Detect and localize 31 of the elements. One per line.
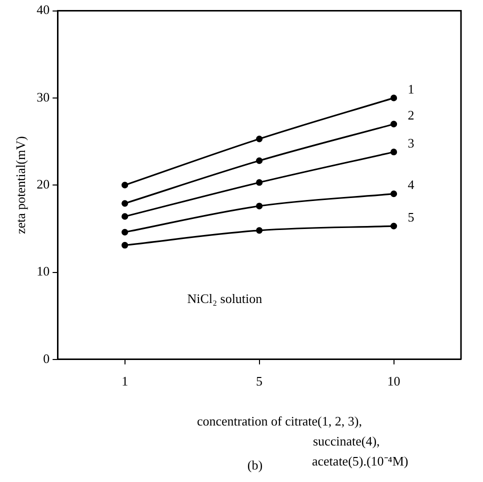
y-tick-label: 10	[36, 264, 50, 279]
point	[390, 222, 398, 230]
x-tick-label: 10	[387, 374, 400, 389]
y-tick-label: 30	[36, 89, 50, 104]
series-label: 2	[408, 108, 414, 123]
point	[256, 157, 263, 164]
point	[390, 120, 398, 128]
point	[122, 213, 128, 220]
y-tick-label: 20	[36, 176, 50, 192]
point	[256, 227, 263, 234]
x-tick-label: 5	[256, 374, 263, 389]
point	[122, 228, 128, 236]
y-tick-label: 40	[36, 2, 50, 18]
point	[390, 94, 398, 102]
series-label: 1	[408, 81, 414, 96]
point	[390, 148, 398, 156]
point	[122, 182, 128, 188]
x-tick-label: 1	[122, 374, 128, 389]
point	[256, 179, 263, 186]
point	[122, 242, 128, 249]
point	[122, 200, 128, 207]
point	[256, 136, 263, 142]
series-label: 4	[408, 177, 415, 192]
series-label: 3	[408, 135, 414, 150]
text: (b)	[247, 457, 263, 472]
annotation: NiCl₂ solution	[187, 290, 263, 306]
series-label: 5	[408, 209, 414, 224]
y-axis-title: zeta potential(mV)	[13, 136, 28, 234]
y-tick-label: 0	[43, 350, 50, 366]
point	[390, 190, 398, 198]
point	[256, 202, 263, 210]
